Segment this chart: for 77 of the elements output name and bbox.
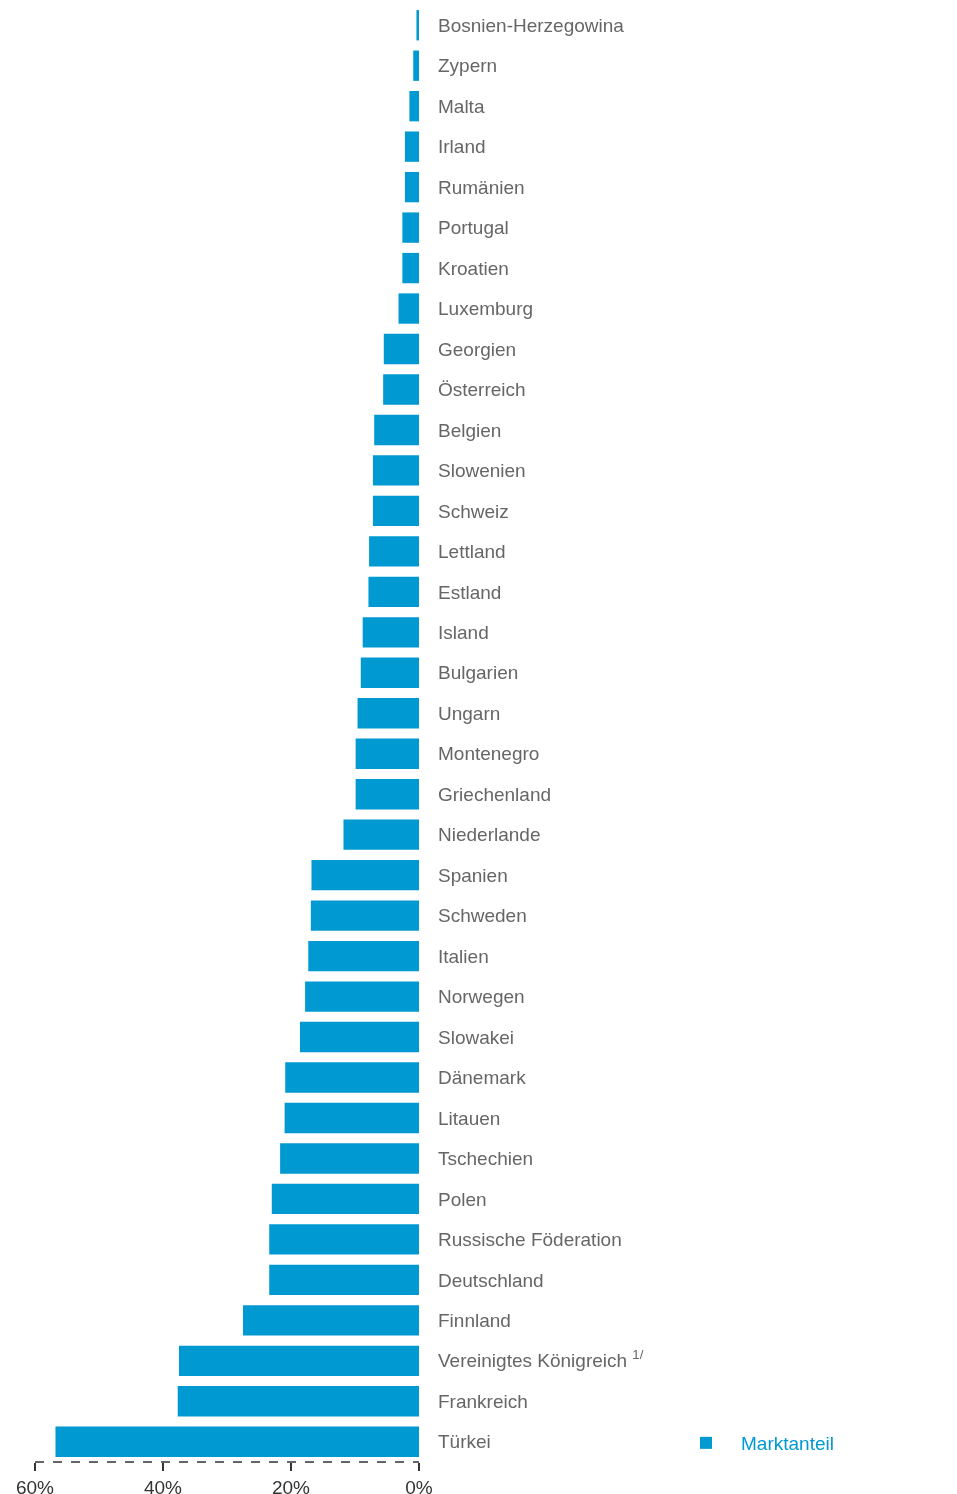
y-tick-label: Frankreich [438,1390,528,1412]
x-tick-label: 20% [271,1476,311,1494]
y-tick-label: Russische Föderation [438,1229,622,1251]
bar [55,1426,419,1457]
bar [362,617,419,648]
y-tick-label: Norwegen [438,986,525,1008]
y-tick-label: Ungarn [438,702,501,724]
legend-label: Marktanteil [741,1433,834,1455]
y-tick-label: Irland [438,136,486,158]
y-tick-label: Schweiz [438,500,509,522]
bar [269,1224,419,1255]
bar [355,738,419,769]
y-tick-label: Lettland [438,541,506,563]
y-tick-label: Georgien [438,338,517,360]
bar [284,1102,419,1134]
y-tick-label: Spanien [438,864,508,886]
y-tick-label: Dänemark [438,1067,527,1089]
bar [305,981,419,1012]
bar [374,414,419,446]
y-tick-label: Slowakei [438,1026,515,1048]
y-tick-label: Belgien [438,419,502,441]
y-tick-label: Portugal [438,217,509,239]
y-tick-label: Luxemburg [438,298,534,320]
y-tick-label: Island [438,621,489,643]
bar [299,1021,419,1053]
bar [311,859,419,891]
y-tick-label: Niederlande [438,824,541,846]
y-tick-label: Türkei [438,1431,491,1453]
bar [357,698,419,729]
y-tick-label: Vereinigtes Königreich $^{1/}$ [438,1347,644,1372]
y-tick-label: Bulgarien [438,662,519,684]
y-tick-label: Schweden [438,905,527,927]
x-tick-label: 60% [15,1476,55,1494]
bar [368,576,419,608]
bar [269,1264,419,1296]
bar [310,900,419,931]
bar [398,293,419,324]
y-tick-label: Österreich [438,379,526,401]
bar [285,1062,419,1093]
bar [383,374,419,405]
y-tick-label: Deutschland [438,1269,544,1291]
y-tick-label: Griechenland [438,783,552,805]
bar [308,940,419,972]
bar [372,455,419,486]
y-tick-label: Zypern [438,55,498,77]
x-tick-label: 0% [405,1476,433,1494]
y-tick-label: Tschechien [438,1148,534,1170]
bar [243,1305,419,1336]
bar [402,252,419,284]
bar [271,1183,419,1215]
bar [280,1143,419,1174]
y-tick-label: Malta [438,95,485,117]
y-tick-label: Kroatien [438,257,509,279]
bar [369,536,419,567]
bar [404,131,419,162]
bar [416,10,419,41]
y-tick-label: Polen [438,1188,487,1210]
bar [179,1345,419,1376]
y-tick-label: Slowenien [438,460,526,482]
y-tick-label: Bosnien-Herzegowina [438,14,625,36]
y-tick-label: Montenegro [438,743,540,765]
bar [355,779,419,810]
bar [404,171,419,203]
y-tick-label: Rumänien [438,176,525,198]
bar [402,212,419,243]
y-tick-label: Italien [438,945,489,967]
x-tick-label: 40% [143,1476,183,1494]
bar [177,1386,419,1417]
bar [409,91,419,122]
bar [343,819,419,850]
y-tick-label: Finnland [438,1310,511,1331]
y-tick-label: Estland [438,581,502,603]
bar [372,495,419,527]
y-tick-label: Litauen [438,1107,501,1129]
bar [413,50,419,81]
bar [360,657,419,688]
bar [383,333,419,365]
